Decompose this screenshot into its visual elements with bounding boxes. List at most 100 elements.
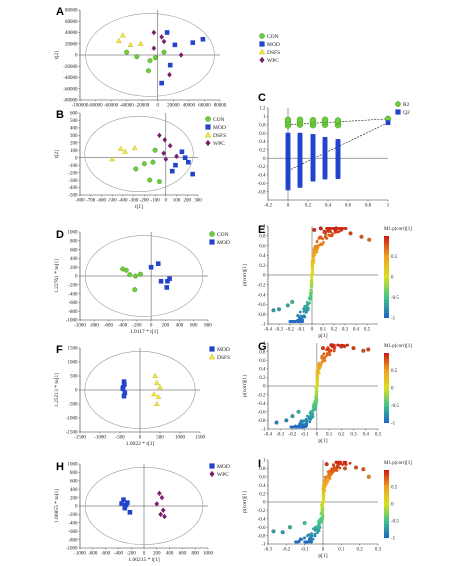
colorbar xyxy=(384,470,389,538)
x-tick-label: 0.2 xyxy=(357,548,364,553)
panel-letter: D xyxy=(56,229,64,241)
panel-d: D -1000 -800 -600 -400 -200 0 200 400 600 800 -1000… xyxy=(54,229,230,335)
y-tick-label: 0.2 xyxy=(259,376,266,381)
x-tick-label: 0.1 xyxy=(326,433,333,438)
splot-point xyxy=(366,347,371,352)
y-tick-label: -500 xyxy=(68,403,78,408)
splot-point xyxy=(309,413,313,417)
splot-point xyxy=(318,526,322,530)
splot-point xyxy=(324,479,328,483)
con-point xyxy=(132,287,138,293)
y-tick-label: -0.8 xyxy=(258,419,266,424)
splot-point xyxy=(289,320,293,323)
y-axis-label: t[2] xyxy=(54,51,60,59)
q2-point xyxy=(310,151,316,157)
y-tick-label: -0.6 xyxy=(258,411,266,416)
y-tick-label: -0.2 xyxy=(258,165,266,170)
splot-point xyxy=(308,420,312,424)
legend-marker xyxy=(259,33,265,39)
splot-point xyxy=(320,517,324,521)
y-axis-label: p(corr)[1] xyxy=(241,491,248,513)
q2-point xyxy=(310,171,316,177)
splot-point xyxy=(332,349,336,352)
y-tick-label: 400 xyxy=(70,127,78,132)
legend-label: MOD xyxy=(217,240,230,246)
dsfs-point xyxy=(109,156,115,162)
con-point xyxy=(124,49,130,55)
q2-point xyxy=(322,141,328,147)
y-tick-label: -800 xyxy=(68,538,78,543)
x-tick-label: 300 xyxy=(194,199,202,204)
splot-point xyxy=(331,469,334,473)
q2-point xyxy=(310,144,316,149)
q2-point xyxy=(285,185,291,191)
y-tick-label: 0.2 xyxy=(259,492,266,497)
x-axis-label: p[1] xyxy=(318,438,327,444)
permutation-regression-line xyxy=(287,118,389,126)
q2-point xyxy=(297,142,303,148)
panel-c: C -0.2 0 0.2 0.4 0.6 0.8 1 -0.8 -0.6 -0.4 -0.2 0 0.2 0… xyxy=(258,92,410,209)
panel-letter: I xyxy=(258,458,261,470)
y-tick-label: 0.8 xyxy=(259,467,266,472)
splot-point xyxy=(321,513,324,516)
splot-point xyxy=(303,422,307,426)
splot-point xyxy=(315,239,319,243)
mod-point xyxy=(190,40,196,45)
con-point xyxy=(145,68,151,74)
x-tick-label: 200 xyxy=(162,324,170,329)
splot-point xyxy=(330,234,334,237)
x-tick-label: 1 xyxy=(387,204,390,209)
legend-marker xyxy=(208,353,216,360)
y-tick-label: 1500 xyxy=(68,347,79,352)
splot-point xyxy=(277,307,282,312)
x-axis-label: p[1] xyxy=(318,553,327,559)
splot-point xyxy=(321,488,325,492)
mod-point xyxy=(173,162,178,168)
splot-point xyxy=(313,526,316,530)
dsfs-point xyxy=(152,372,158,378)
splot-point xyxy=(328,470,332,474)
q2-point xyxy=(335,164,341,169)
panel-f: F -1500 -1000 -500 0 500 1000 1500 -1500 -1000 -50… xyxy=(54,344,230,447)
q2-point xyxy=(335,149,341,154)
q2-point xyxy=(322,152,328,157)
q2-point xyxy=(285,170,291,176)
q2-point xyxy=(297,177,303,183)
x-tick-label: -0.1 xyxy=(297,328,305,333)
q2-point xyxy=(310,166,316,172)
x-tick-label: -0.3 xyxy=(275,328,283,333)
y-tick-label: 600 xyxy=(70,248,78,253)
con-point xyxy=(137,271,143,277)
q2-point xyxy=(297,150,303,156)
y-tick-label: 200 xyxy=(70,142,78,147)
colorbar-tick-label: 0.5 xyxy=(391,486,398,491)
q2-point xyxy=(322,164,328,170)
x-tick-label: -400 xyxy=(114,552,124,557)
splot-point xyxy=(361,467,366,472)
x-tick-label: 0.3 xyxy=(350,433,357,438)
y-tick-label: -80000 xyxy=(63,99,78,104)
q2-point xyxy=(335,139,341,144)
x-tick-label: -0.4 xyxy=(264,433,272,438)
q2-point xyxy=(322,162,328,167)
con-point xyxy=(120,266,126,272)
con-point xyxy=(150,159,156,165)
q2-point xyxy=(335,166,341,172)
y-tick-label: 1.2 xyxy=(259,107,266,112)
r2-point xyxy=(334,117,342,124)
x-tick-label: -200 xyxy=(140,199,150,204)
y-tick-label: -0.4 xyxy=(258,518,266,523)
q2-point xyxy=(335,146,341,152)
y-tick-label: -200 xyxy=(68,513,78,518)
splot-point xyxy=(288,525,293,530)
y-tick-label: 0.6 xyxy=(259,476,266,481)
y-tick-label: 500 xyxy=(70,119,78,124)
confidence-ellipse xyxy=(84,115,194,193)
legend: CON MOD DSFS WPC xyxy=(258,33,280,64)
y-tick-label: 400 xyxy=(70,257,78,262)
x-tick-label: -1500 xyxy=(74,436,86,441)
x-tick-label: 200 xyxy=(153,552,161,557)
splot-point xyxy=(302,520,307,525)
splot-point xyxy=(309,288,313,292)
